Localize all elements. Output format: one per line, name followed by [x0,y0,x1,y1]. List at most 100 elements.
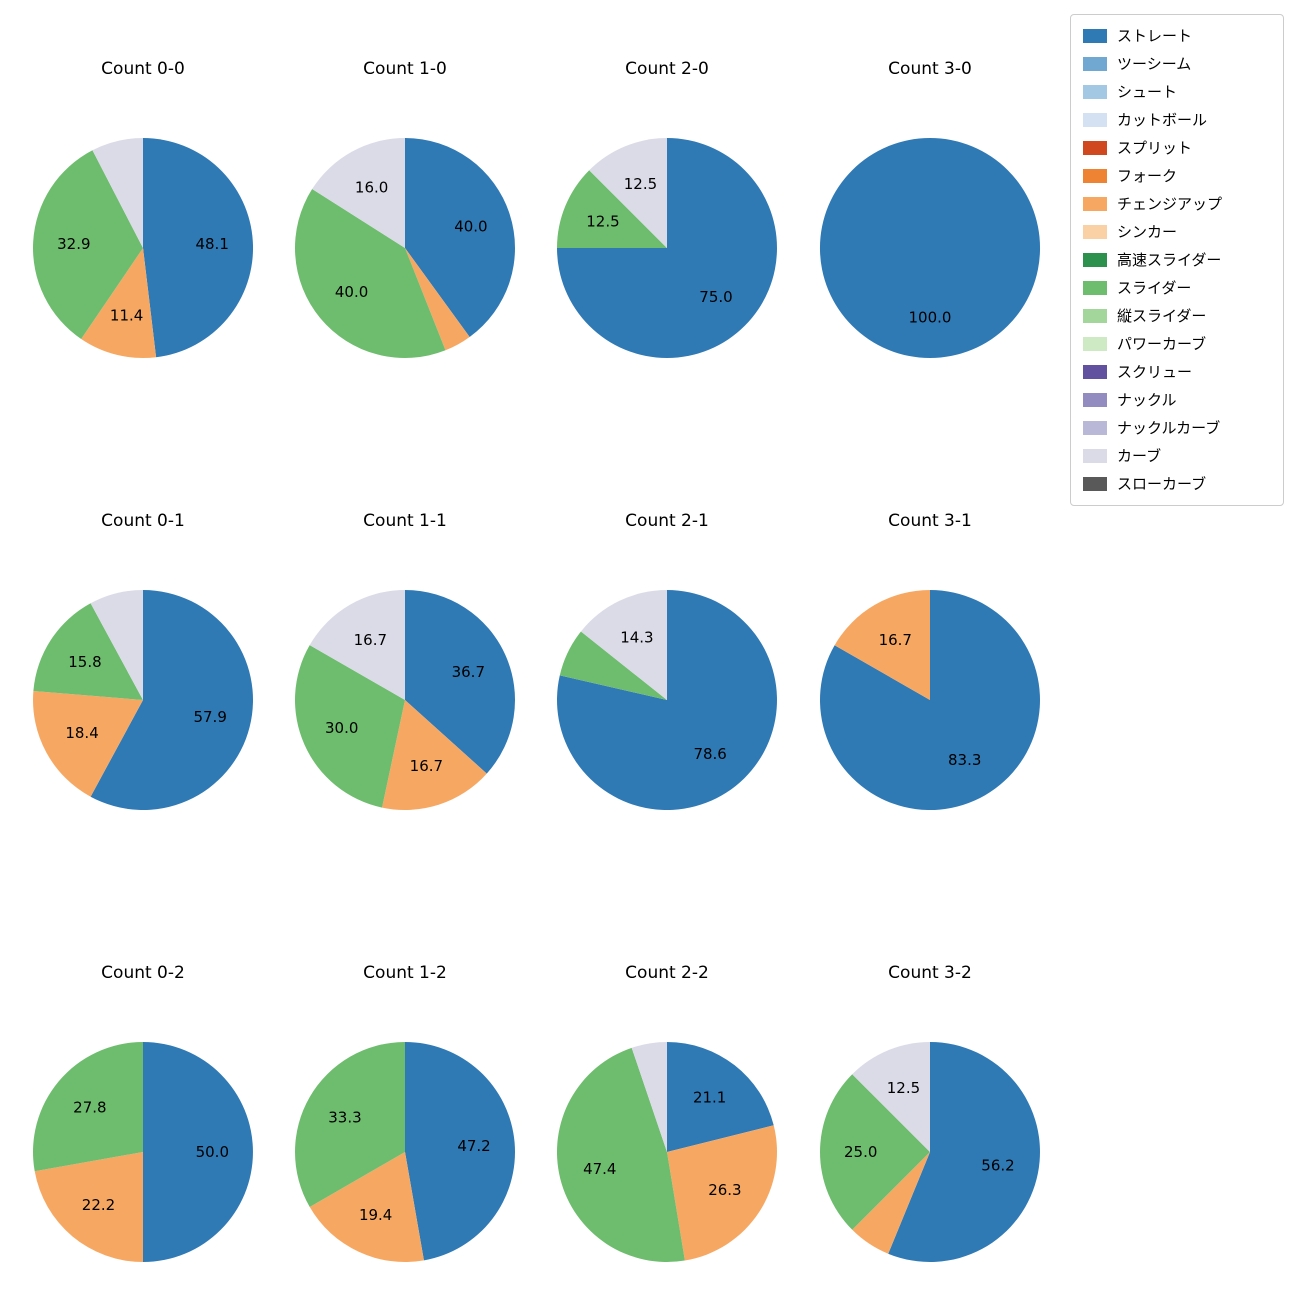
chart-title: Count 2-2 [625,963,709,983]
chart-cell-count-1-0: Count 1-0 40.0 40.0 16.0 [275,57,535,378]
pie-chart-count-1-2: 47.2 19.4 33.3 [295,1042,516,1263]
pie-slice-チェンジアップ [382,700,487,811]
pie-slice-ストレート [405,1042,516,1261]
legend-color-swatch-icon [1083,281,1107,295]
legend-item: ナックルカーブ [1083,419,1271,437]
legend-label: カットボール [1117,111,1208,129]
legend-color-swatch-icon [1083,29,1107,43]
legend-label: スプリット [1117,139,1193,157]
legend-color-swatch-icon [1083,169,1107,183]
chart-title: Count 0-0 [101,59,185,79]
chart-cell-count-0-2: Count 0-2 50.0 22.2 27.8 [13,961,273,1282]
slice-value-label: 22.2 [82,1196,115,1214]
slice-value-label: 18.4 [65,724,98,742]
slice-value-label: 50.0 [196,1143,229,1161]
pie-slice-ストレート [667,1042,774,1152]
chart-cell-count-1-1: Count 1-1 36.7 16.7 30.0 16.7 [275,509,535,830]
pie-slice-ストレート [143,1042,253,1262]
slice-value-label: 16.7 [879,631,912,649]
legend-color-swatch-icon [1083,141,1107,155]
slice-value-label: 12.5 [586,212,619,230]
legend-label: フォーク [1117,167,1178,185]
pie-slice-チェンジアップ [34,1152,144,1262]
legend-item: シンカー [1083,223,1271,241]
legend-label: ナックルカーブ [1117,419,1221,437]
pie-slice-ストレート [819,590,1040,810]
slice-value-label: 12.5 [887,1079,920,1097]
legend-color-swatch-icon [1083,449,1107,463]
pie-slice-チェンジアップ [309,1152,424,1263]
chart-title: Count 3-0 [888,59,972,79]
pie-slice-ストレート [819,137,1041,358]
slice-value-label: 30.0 [325,719,358,737]
chart-title: Count 0-1 [101,511,185,531]
pie-slice-カーブ [580,590,667,700]
chart-cell-count-2-2: Count 2-2 21.1 26.3 47.4 [537,961,797,1282]
legend-color-swatch-icon [1083,421,1107,435]
slice-value-label: 47.2 [457,1137,490,1155]
pie-slice-ストレート [556,590,777,810]
chart-cell-count-0-1: Count 0-1 57.9 18.4 15.8 [13,509,273,830]
pie-chart-count-2-1: 78.6 14.3 [556,590,777,810]
legend-label: パワーカーブ [1117,335,1207,353]
pie-slice-チェンジアップ [405,248,470,351]
legend-color-swatch-icon [1083,365,1107,379]
slice-value-label: 48.1 [195,235,228,253]
pie-slice-チェンジアップ [81,248,157,359]
chart-title: Count 3-2 [888,963,972,983]
chart-title: Count 1-1 [363,511,447,531]
slice-value-label: 40.0 [454,218,487,236]
slice-value-label: 16.0 [355,178,388,196]
pie-chart-count-3-0: 100.0 [819,137,1041,358]
pie-slice-カーブ [90,590,143,700]
legend-label: シュート [1117,83,1178,101]
legend-item: 高速スライダー [1083,251,1271,269]
pie-slice-スライダー [33,603,143,700]
pie-slice-スライダー [32,150,143,339]
legend-color-swatch-icon [1083,337,1107,351]
legend-color-swatch-icon [1083,113,1107,127]
legend-item: スクリュー [1083,363,1271,381]
pie-slice-スライダー [556,1047,685,1263]
pie-slice-スライダー [33,1042,143,1172]
chart-cell-count-3-1: Count 3-1 83.3 16.7 [800,509,1060,830]
pie-slice-スライダー [559,631,667,700]
legend-color-swatch-icon [1083,309,1107,323]
pie-slice-チェンジアップ [33,691,144,797]
pie-slice-カーブ [631,1042,667,1152]
slice-value-label: 25.0 [844,1143,877,1161]
legend-item: パワーカーブ [1083,335,1271,353]
chart-cell-count-2-0: Count 2-0 75.0 12.5 12.5 [537,57,797,378]
legend-item: ナックル [1083,391,1271,409]
chart-title: Count 1-2 [363,963,447,983]
pie-slice-スライダー [294,189,446,359]
slice-value-label: 56.2 [981,1156,1014,1174]
slice-value-label: 21.1 [693,1088,726,1106]
legend-item: 縦スライダー [1083,307,1271,325]
legend-label: スライダー [1117,279,1192,297]
legend-item: カットボール [1083,111,1271,129]
pie-slice-スライダー [294,645,405,808]
slice-value-label: 78.6 [693,745,726,763]
pie-slice-チェンジアップ [667,1125,777,1261]
pie-slice-カーブ [589,138,667,248]
legend-color-swatch-icon [1083,393,1107,407]
legend-label: チェンジアップ [1117,195,1223,213]
slice-value-label: 11.4 [110,306,143,324]
pie-slice-カーブ [852,1042,930,1152]
pie-chart-count-1-0: 40.0 40.0 16.0 [294,138,516,359]
legend-color-swatch-icon [1083,57,1107,71]
chart-cell-count-0-0: Count 0-0 48.1 11.4 32.9 [13,57,273,378]
legend-color-swatch-icon [1083,225,1107,239]
pie-slice-スライダー [295,1042,405,1207]
legend-color-swatch-icon [1083,197,1107,211]
legend-label: シンカー [1117,223,1178,241]
legend-item: フォーク [1083,167,1271,185]
legend-label: ストレート [1117,27,1193,45]
pie-slice-ストレート [405,590,516,774]
pie-slice-ストレート [888,1042,1040,1262]
chart-cell-count-3-2: Count 3-2 56.2 25.0 12.5 [800,961,1060,1282]
pie-slice-カーブ [92,138,143,248]
slice-value-label: 19.4 [359,1206,392,1224]
legend-label: カーブ [1117,447,1162,465]
